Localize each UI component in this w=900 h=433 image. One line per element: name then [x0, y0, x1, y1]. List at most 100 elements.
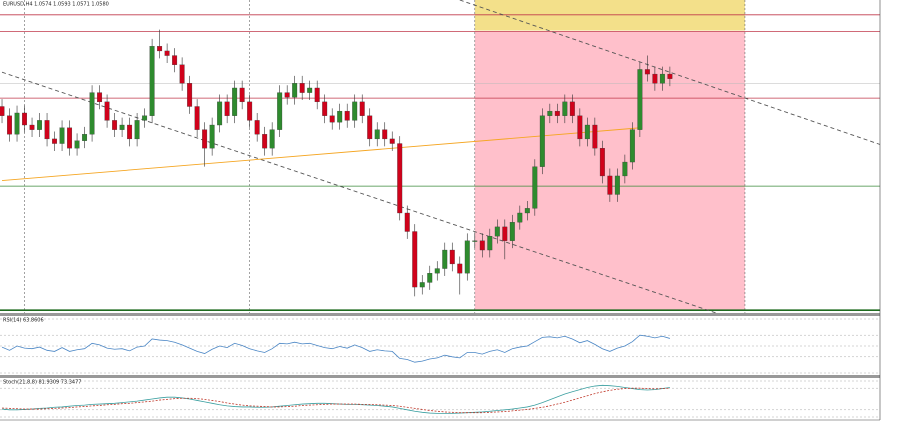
candle-body: [629, 129, 635, 163]
candle-body: [37, 120, 42, 130]
candle-body: [532, 166, 538, 209]
rsi-title: RSI(14) 63.8606: [3, 318, 44, 324]
candle-body: [464, 240, 470, 274]
candle-body: [577, 115, 583, 140]
candle-body: [164, 50, 170, 56]
candle-body: [547, 110, 553, 116]
candle-body: [539, 115, 545, 167]
candle-body: [487, 235, 493, 251]
chart-title: EURUSD,H4 1.0574 1.0593 1.0571 1.0580: [3, 2, 109, 8]
candle-body: [82, 134, 88, 141]
candle-body: [359, 101, 365, 116]
candle-body: [97, 92, 103, 103]
candle-body: [659, 73, 665, 84]
candle-body: [172, 55, 178, 65]
candle-body: [89, 92, 95, 135]
candle-body: [269, 129, 275, 149]
candle-body: [104, 101, 110, 121]
candle-body: [14, 112, 20, 135]
candle-body: [224, 101, 230, 116]
trend-line: [1, 127, 640, 182]
candle-body: [59, 127, 65, 144]
stoch-panel: [0, 380, 880, 418]
candle-body: [479, 240, 485, 251]
candle-body: [247, 101, 253, 121]
candle-body: [74, 140, 80, 149]
candle-body: [599, 148, 605, 177]
candle-body: [0, 106, 5, 116]
candle-body: [67, 127, 73, 149]
candle-body: [457, 263, 463, 274]
candle-body: [284, 92, 290, 98]
zone: [474, 0, 745, 31]
candle-body: [179, 64, 185, 84]
panel-separator: [0, 313, 880, 316]
candle-body: [44, 120, 50, 140]
candle-body: [667, 73, 673, 79]
panel-separator: [0, 375, 880, 378]
trend-line: [1, 71, 718, 313]
candle-body: [427, 273, 433, 283]
candle-body: [442, 249, 448, 269]
candle-body: [389, 138, 395, 144]
candle-body: [112, 120, 118, 130]
candle-body: [509, 222, 515, 241]
candle-body: [292, 83, 298, 98]
candle-body: [569, 101, 575, 116]
candle-body: [517, 212, 523, 223]
candle-body: [382, 129, 388, 140]
candle-body: [412, 231, 418, 288]
candle-body: [262, 134, 268, 149]
candle-body: [52, 138, 58, 144]
rsi-panel: [0, 318, 880, 374]
candle-body: [337, 110, 343, 123]
candle-body: [142, 115, 148, 121]
indicator-line: [1, 334, 671, 363]
candle-body: [299, 83, 305, 93]
candle-body: [307, 87, 313, 93]
candle-body: [239, 87, 245, 103]
candle-body: [374, 129, 380, 140]
candle-body: [622, 161, 628, 177]
candle-body: [217, 101, 223, 126]
candle-body: [187, 83, 193, 107]
candle-body: [434, 268, 440, 274]
main-panel: [0, 0, 880, 313]
candle-body: [562, 101, 568, 116]
candle-body: [472, 240, 478, 242]
candle-body: [404, 212, 410, 232]
candle-body: [554, 110, 560, 116]
candle-body: [134, 120, 140, 140]
candle-body: [494, 226, 500, 237]
candle-body: [119, 124, 125, 130]
candle-body: [29, 124, 35, 130]
stoch-title: Stoch(21,8,8) 81.9309 73.3477: [3, 380, 81, 386]
candle-body: [352, 101, 358, 121]
candle-body: [502, 226, 508, 241]
candle-body: [254, 120, 260, 135]
candle-body: [322, 101, 328, 116]
candle-body: [449, 249, 455, 265]
candle-body: [584, 124, 590, 140]
candle-body: [524, 208, 530, 214]
candle-body: [127, 124, 133, 140]
candle-body: [22, 112, 27, 126]
candle-body: [329, 115, 335, 123]
candle-body: [209, 124, 215, 149]
candle-body: [277, 92, 283, 130]
candle-body: [592, 124, 598, 149]
candle-body: [7, 115, 12, 135]
candle-body: [232, 87, 238, 116]
candle-body: [149, 46, 155, 116]
candle-body: [157, 46, 163, 52]
candle-body: [202, 129, 208, 149]
candle-body: [644, 69, 650, 75]
candle-body: [637, 69, 643, 130]
candle-body: [397, 143, 403, 214]
candle-body: [614, 175, 620, 195]
indicator-line: [1, 384, 670, 414]
candle-body: [652, 73, 658, 84]
candle-body: [344, 110, 350, 121]
candle-body: [194, 106, 200, 130]
